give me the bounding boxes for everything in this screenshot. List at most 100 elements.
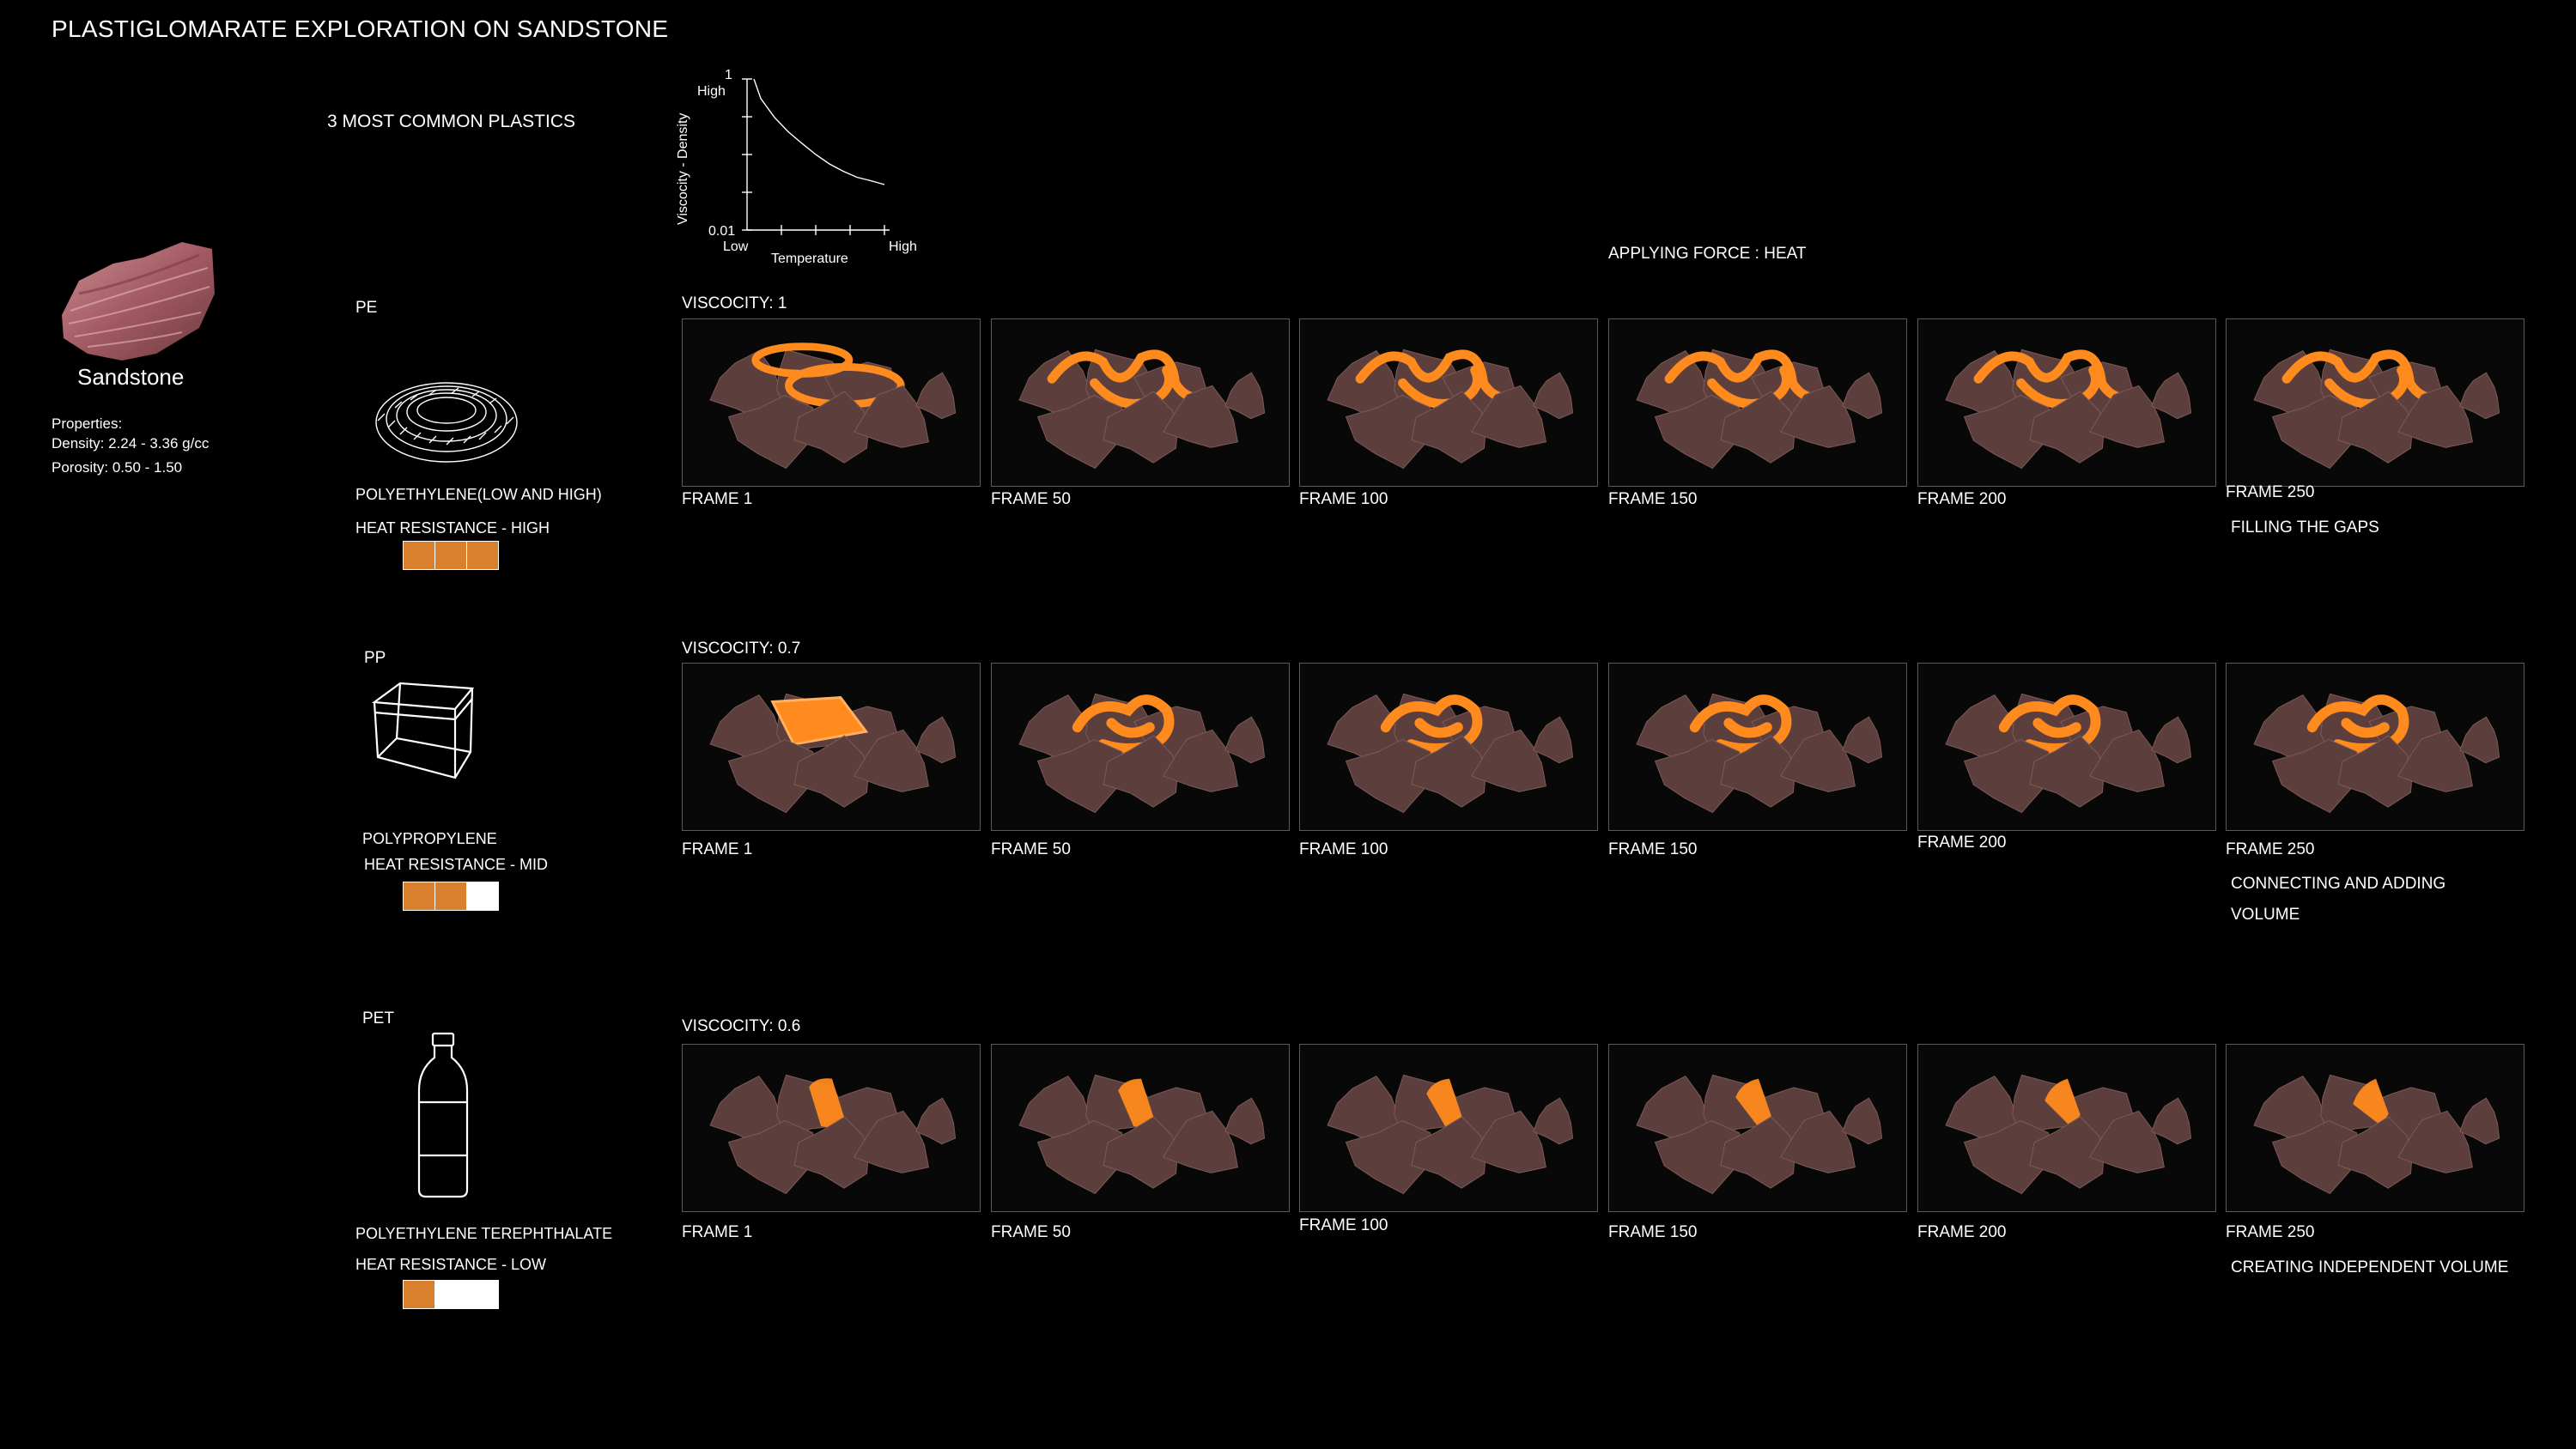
frame-label: FRAME 100 <box>1299 490 1388 508</box>
rock-cluster-render <box>709 693 957 814</box>
rock-cluster-render <box>709 343 957 470</box>
rock-cluster-render <box>1327 349 1574 470</box>
frame-render-pet <box>682 1044 981 1212</box>
frame-label: FRAME 1 <box>682 490 753 508</box>
rock-cluster-render <box>709 1074 957 1195</box>
frame-render-pe <box>1608 318 1907 487</box>
viscosity-pet: VISCOCITY: 0.6 <box>682 1017 801 1035</box>
frame-label: FRAME 100 <box>1299 840 1388 858</box>
y-bottom-value: 0.01 <box>708 224 735 239</box>
bottle-icon <box>417 1032 469 1198</box>
rock-cluster-render <box>1945 1074 2192 1195</box>
plastic-code-pet: PET <box>362 1009 394 1028</box>
frame-render-pe <box>682 318 981 487</box>
frame-label: FRAME 250 <box>2226 483 2315 501</box>
heat-label-pp: HEAT RESISTANCE - MID <box>364 856 549 873</box>
viscosity-pe: VISCOCITY: 1 <box>682 294 787 312</box>
rock-cluster-render <box>1018 349 1266 470</box>
heat-cell <box>467 882 498 910</box>
frame-render-pp <box>1299 663 1598 831</box>
heat-resistance-scale-pp <box>403 882 499 911</box>
frame-render-pet <box>991 1044 1290 1212</box>
rock-cluster-render <box>1945 349 2192 470</box>
plastic-code-pe: PE <box>355 299 378 317</box>
x-low-label: Low <box>723 239 749 254</box>
chart-axes <box>742 78 890 235</box>
frame-render-pet <box>1608 1044 1907 1212</box>
viscosity-pp: VISCOCITY: 0.7 <box>682 640 801 658</box>
heat-resistance-scale-pe <box>403 541 499 570</box>
frame-label: FRAME 150 <box>1608 840 1698 858</box>
frame-render-pp <box>682 663 981 831</box>
plastic-code-pp: PP <box>364 649 386 667</box>
heat-label-pet: HEAT RESISTANCE - LOW <box>355 1256 547 1273</box>
rock-cluster-render <box>1636 693 1883 814</box>
sandstone-properties-label: Properties: <box>52 415 123 432</box>
sandstone-porosity: Porosity: 0.50 - 1.50 <box>52 459 183 476</box>
heat-cell <box>435 882 467 910</box>
frame-render-pe <box>991 318 1290 487</box>
rock-cluster-render <box>2253 1074 2500 1195</box>
plastic-name-pet: POLYETHYLENE TEREPHTHALATE <box>355 1225 613 1242</box>
frame-label: FRAME 250 <box>2226 1223 2315 1241</box>
y-top-value: 1 <box>725 69 732 82</box>
frame-label: FRAME 200 <box>1917 1223 2007 1241</box>
heat-cell <box>404 542 435 569</box>
heat-cell <box>435 1281 467 1308</box>
rock-cluster-render <box>1018 1074 1266 1195</box>
heat-cell <box>467 542 498 569</box>
frame-render-pet <box>1917 1044 2216 1212</box>
frame-label: FRAME 1 <box>682 840 753 858</box>
frame-label: FRAME 200 <box>1917 834 2007 852</box>
x-high-label: High <box>889 239 917 254</box>
rock-cluster-render <box>1327 693 1574 814</box>
frame-note-pe: FILLING THE GAPS <box>2231 518 2379 537</box>
heat-cell <box>435 542 467 569</box>
plastics-heading: 3 MOST COMMON PLASTICS <box>327 112 575 131</box>
frame-render-pe <box>1917 318 2216 487</box>
heat-cell <box>404 1281 435 1308</box>
sandstone-rock-image <box>62 242 215 361</box>
rock-cluster-render <box>2253 349 2500 470</box>
y-top-label: High <box>697 84 726 99</box>
frame-label: FRAME 100 <box>1299 1216 1388 1234</box>
frame-render-pet <box>1299 1044 1598 1212</box>
rope-coil-icon <box>375 382 518 463</box>
frame-render-pe <box>2226 318 2524 487</box>
page-title: PLASTIGLOMARATE EXPLORATION ON SANDSTONE <box>52 15 669 42</box>
y-axis-label: Viscocity - Density <box>676 113 690 225</box>
frame-note-pet: CREATING INDEPENDENT VOLUME <box>2231 1258 2509 1276</box>
heat-cell <box>467 1281 498 1308</box>
plastic-name-pp: POLYPROPYLENE <box>362 830 497 847</box>
chart-axis-lines <box>746 79 890 231</box>
frame-label: FRAME 1 <box>682 1223 753 1241</box>
frame-label: FRAME 50 <box>991 840 1071 858</box>
x-axis-label: Temperature <box>771 252 848 266</box>
rock-cluster-render <box>1327 1074 1574 1195</box>
frame-render-pp <box>1917 663 2216 831</box>
rock-cluster-render <box>1018 693 1266 814</box>
rock-cluster-render <box>1636 1074 1883 1195</box>
frame-render-pp <box>2226 663 2524 831</box>
frame-label: FRAME 150 <box>1608 1223 1698 1241</box>
frame-label: FRAME 50 <box>991 1223 1071 1241</box>
frame-label: FRAME 50 <box>991 490 1071 508</box>
rock-cluster-render <box>1945 693 2192 814</box>
sandstone-name: Sandstone <box>77 364 185 390</box>
viscosity-temperature-chart: 1 High 0.01 Low High Temperature Viscoci… <box>676 69 917 266</box>
frame-render-pp <box>991 663 1290 831</box>
force-label: APPLYING FORCE : HEAT <box>1608 245 1807 263</box>
rock-cluster-render <box>1636 349 1883 470</box>
heat-label-pe: HEAT RESISTANCE - HIGH <box>355 519 550 537</box>
frame-label: FRAME 200 <box>1917 490 2007 508</box>
heat-cell <box>404 882 435 910</box>
heat-resistance-scale-pet <box>403 1280 499 1309</box>
viscosity-curve <box>753 78 885 185</box>
frame-label: FRAME 250 <box>2226 840 2315 858</box>
frame-render-pet <box>2226 1044 2524 1212</box>
frame-render-pp <box>1608 663 1907 831</box>
plastic-name-pe: POLYETHYLENE(LOW AND HIGH) <box>355 486 602 503</box>
container-box-icon <box>371 682 475 779</box>
sandstone-density: Density: 2.24 - 3.36 g/cc <box>52 435 210 452</box>
frame-note-pp: CONNECTING AND ADDING VOLUME <box>2231 875 2446 924</box>
